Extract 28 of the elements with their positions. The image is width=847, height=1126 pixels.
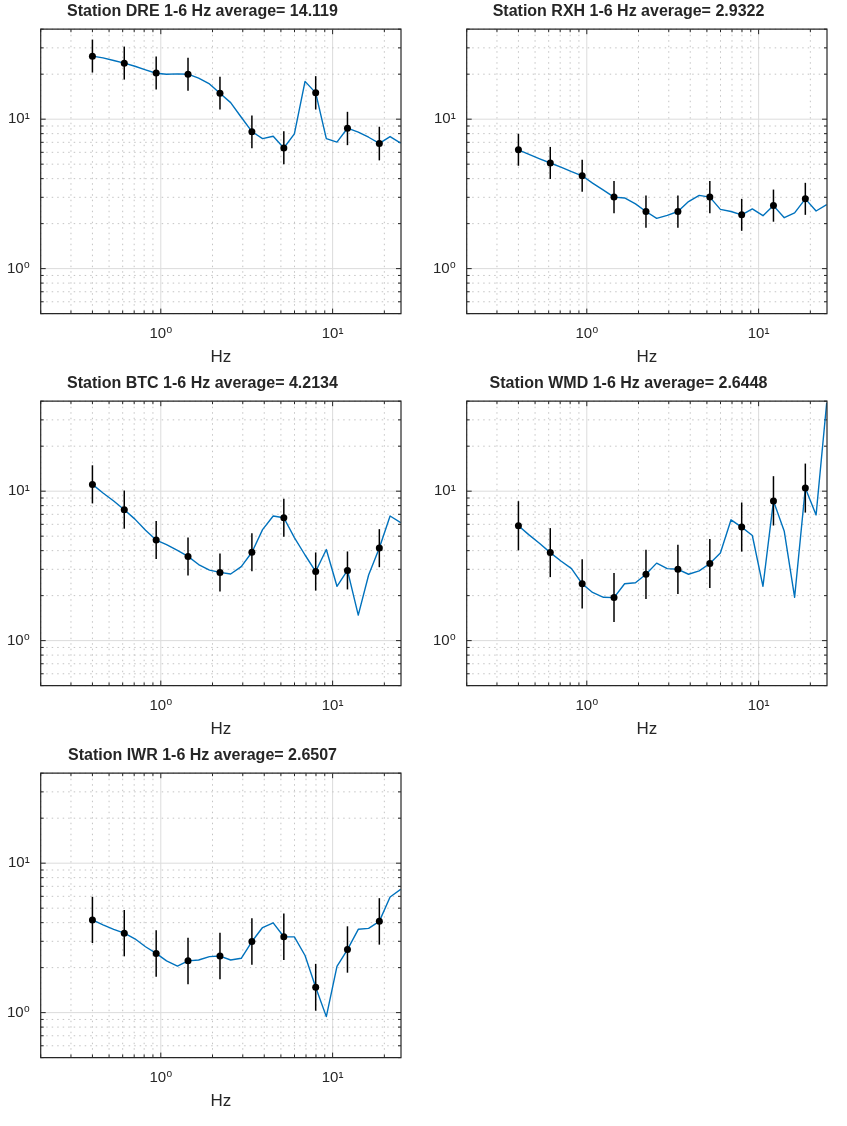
chart-title: Station WMD 1-6 Hz average= 2.6448	[489, 374, 768, 392]
x-tick-label: 10⁰	[149, 323, 173, 341]
x-axis-title: Hz	[210, 1091, 232, 1111]
x-axis-title: Hz	[636, 719, 658, 739]
y-tick-label: 10¹	[8, 481, 30, 499]
x-tick-label: 10¹	[321, 323, 344, 341]
chart-title: Station RXH 1-6 Hz average= 2.9322	[492, 2, 765, 20]
y-tick-label: 10⁰	[432, 258, 456, 276]
y-tick-label: 10¹	[434, 481, 456, 499]
chart-title: Station DRE 1-6 Hz average= 14.119	[67, 2, 338, 20]
x-tick-label: 10¹	[321, 695, 344, 713]
x-axis-title: Hz	[210, 347, 232, 367]
y-tick-label: 10⁰	[6, 1002, 30, 1020]
x-tick-label: 10⁰	[149, 695, 173, 713]
x-tick-label: 10¹	[747, 695, 770, 713]
x-tick-label: 10¹	[747, 323, 770, 341]
x-tick-label: 10⁰	[575, 323, 599, 341]
y-tick-label: 10¹	[8, 853, 30, 871]
chart-title: Station BTC 1-6 Hz average= 4.2134	[67, 374, 338, 392]
y-tick-label: 10⁰	[432, 630, 456, 648]
x-tick-label: 10⁰	[575, 695, 599, 713]
y-tick-label: 10⁰	[6, 630, 30, 648]
x-axis-title: Hz	[636, 347, 658, 367]
y-tick-label: 10¹	[434, 109, 456, 127]
y-tick-label: 10¹	[8, 109, 30, 127]
x-axis-title: Hz	[210, 719, 232, 739]
y-tick-label: 10⁰	[6, 258, 30, 276]
chart-title: Station IWR 1-6 Hz average= 2.6507	[68, 746, 338, 764]
